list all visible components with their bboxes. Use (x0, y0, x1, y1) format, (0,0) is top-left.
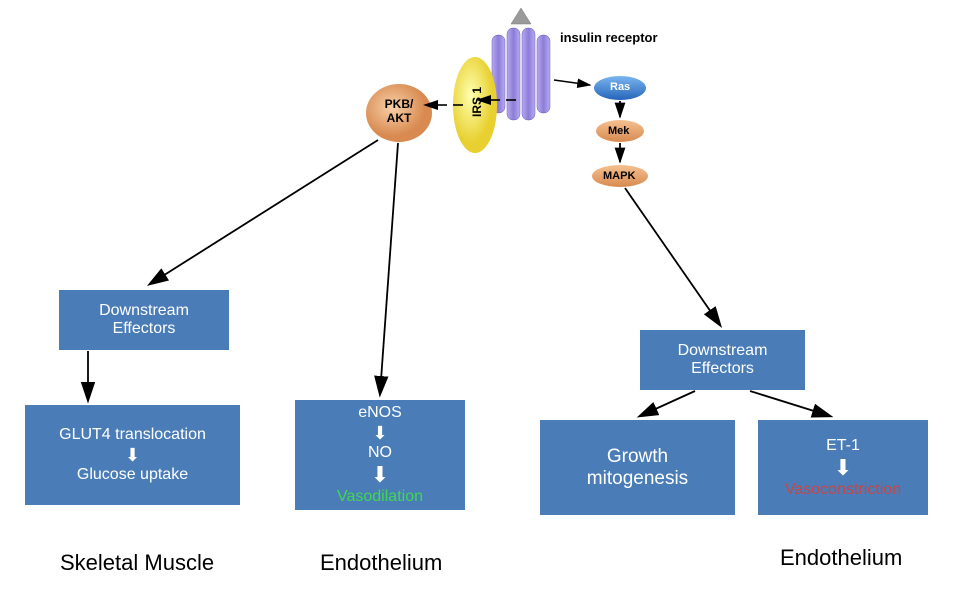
downstream-effectors-right-box: Downstream Effectors (640, 330, 805, 390)
glucose-uptake-label: Glucose uptake (77, 466, 188, 484)
down-arrow-icon: ⬇ (371, 464, 389, 486)
insulin-receptor-label: insulin receptor (560, 30, 658, 45)
endothelium-left-label: Endothelium (320, 550, 442, 576)
skeletal-muscle-label: Skeletal Muscle (60, 550, 214, 576)
vasoconstriction-label: Vasoconstriction (785, 481, 901, 499)
et1-box: ET-1 ⬇ Vasoconstriction (758, 420, 928, 515)
down-arrow-icon: ⬇ (125, 446, 140, 464)
downstream-effectors-left-box: Downstream Effectors (59, 290, 229, 350)
down-arrow-icon: ⬇ (834, 457, 852, 479)
et1-label: ET-1 (826, 437, 860, 455)
ras-label: Ras (610, 81, 630, 93)
pkb-label: PKB/ AKT (380, 98, 418, 126)
growth-box: Growth mitogenesis (540, 420, 735, 515)
insulin-receptor-graphic (492, 8, 550, 120)
enos-label: eNOS (358, 404, 402, 422)
irs1-label: IRS 1 (470, 87, 484, 117)
glut4-translocation-label: GLUT4 translocation (59, 426, 206, 444)
mek-label: Mek (608, 125, 629, 137)
enos-box: eNOS ⬇ NO ⬇ Vasodilation (295, 400, 465, 510)
endothelium-right-label: Endothelium (780, 545, 902, 571)
down-arrow-icon: ⬇ (372, 424, 387, 442)
glut4-box: GLUT4 translocation ⬇ Glucose uptake (25, 405, 240, 505)
mapk-label: MAPK (603, 170, 635, 182)
no-label: NO (368, 444, 392, 462)
vasodilation-label: Vasodilation (337, 488, 423, 506)
